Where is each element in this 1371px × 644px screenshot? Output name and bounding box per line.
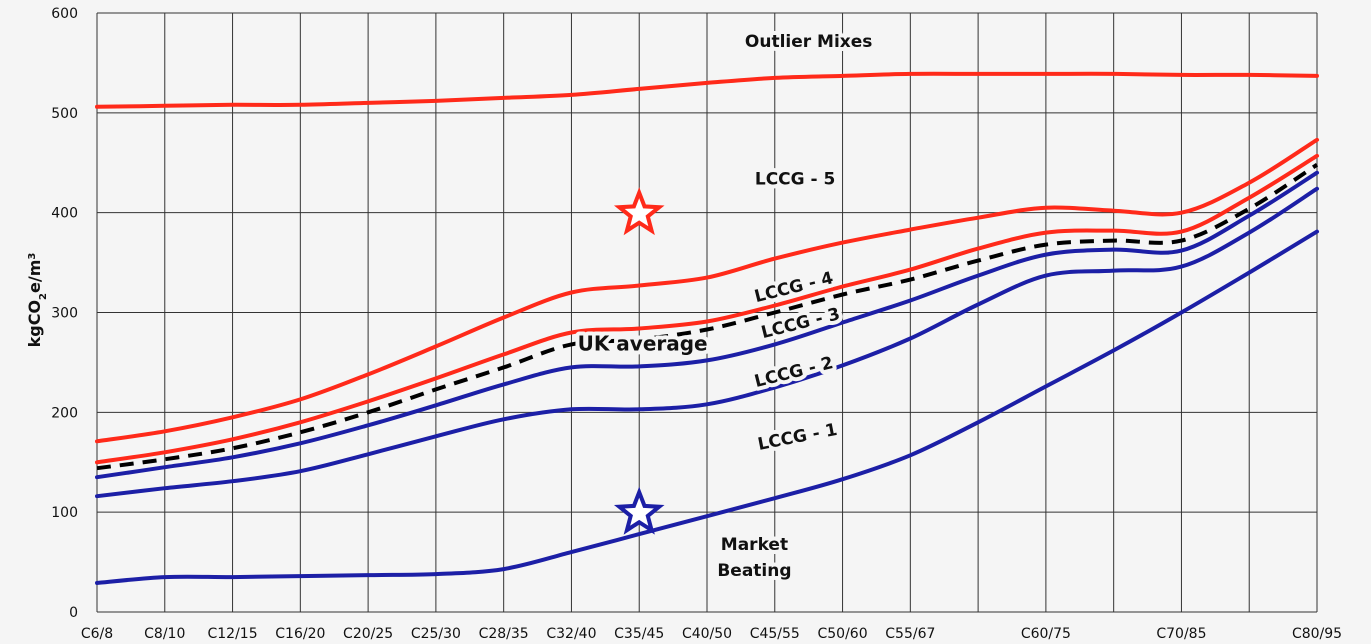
x-tick-label: C25/30 (411, 626, 461, 642)
x-tick-label: C32/40 (546, 626, 596, 642)
y-tick-label: 100 (51, 505, 78, 521)
x-tick-label: C45/55 (750, 626, 800, 642)
x-tick-label: C50/60 (817, 626, 867, 642)
x-tick-label: C8/10 (144, 626, 185, 642)
x-tick-label: C28/35 (479, 626, 529, 642)
y-tick-label: 400 (51, 206, 78, 222)
x-tick-label: C60/75 (1021, 626, 1071, 642)
series-line-lccg-1 (95, 229, 1319, 585)
y-tick-label: 0 (69, 605, 78, 621)
y-tick-label: 500 (51, 106, 78, 122)
series-lines (95, 71, 1319, 585)
x-tick-label: C6/8 (81, 626, 113, 642)
annotation-label: Market (721, 535, 788, 555)
series-line-lccg-3 (95, 170, 1319, 480)
annotation-label: LCCG - 2 (752, 353, 835, 392)
y-tick-label: 600 (51, 6, 78, 22)
x-tick-label: C16/20 (275, 626, 325, 642)
x-tick-label: C12/15 (207, 626, 257, 642)
star-icon (613, 187, 665, 236)
annotation-label: Outlier Mixes (745, 32, 873, 52)
annotation-label: LCCG - 1 (756, 420, 839, 455)
y-axis-ticks: 0 100 200 300 400 500 600 (51, 6, 78, 621)
annotation-label: UK average (578, 331, 708, 355)
y-tick-label: 200 (51, 405, 78, 421)
x-tick-label: C55/67 (885, 626, 935, 642)
markers (613, 187, 665, 535)
y-tick-label: 300 (51, 306, 78, 322)
x-axis-ticks: C6/8 C8/10 C12/15 C16/20 C20/25 C25/30 C28/35 C… (81, 626, 1342, 642)
x-tick-label: C70/85 (1156, 626, 1206, 642)
series-line-uk-average (96, 163, 1319, 471)
x-tick-label: C80/95 (1292, 626, 1342, 642)
x-tick-label: C20/25 (343, 626, 393, 642)
y-axis-label: kgCO2e/m3 (25, 253, 49, 348)
annotation-label: LCCG - 5 (755, 170, 835, 190)
star-icon (613, 486, 665, 535)
x-tick-label: C40/50 (682, 626, 732, 642)
series-line-outlier-mixes (95, 71, 1319, 109)
series-line-lccg-5 (95, 137, 1319, 444)
x-tick-label: C35/45 (614, 626, 664, 642)
grid (96, 12, 1318, 613)
series-line-lccg-4 (95, 153, 1319, 465)
annotation-label: Beating (717, 561, 791, 581)
series-line-lccg-2 (95, 186, 1319, 499)
